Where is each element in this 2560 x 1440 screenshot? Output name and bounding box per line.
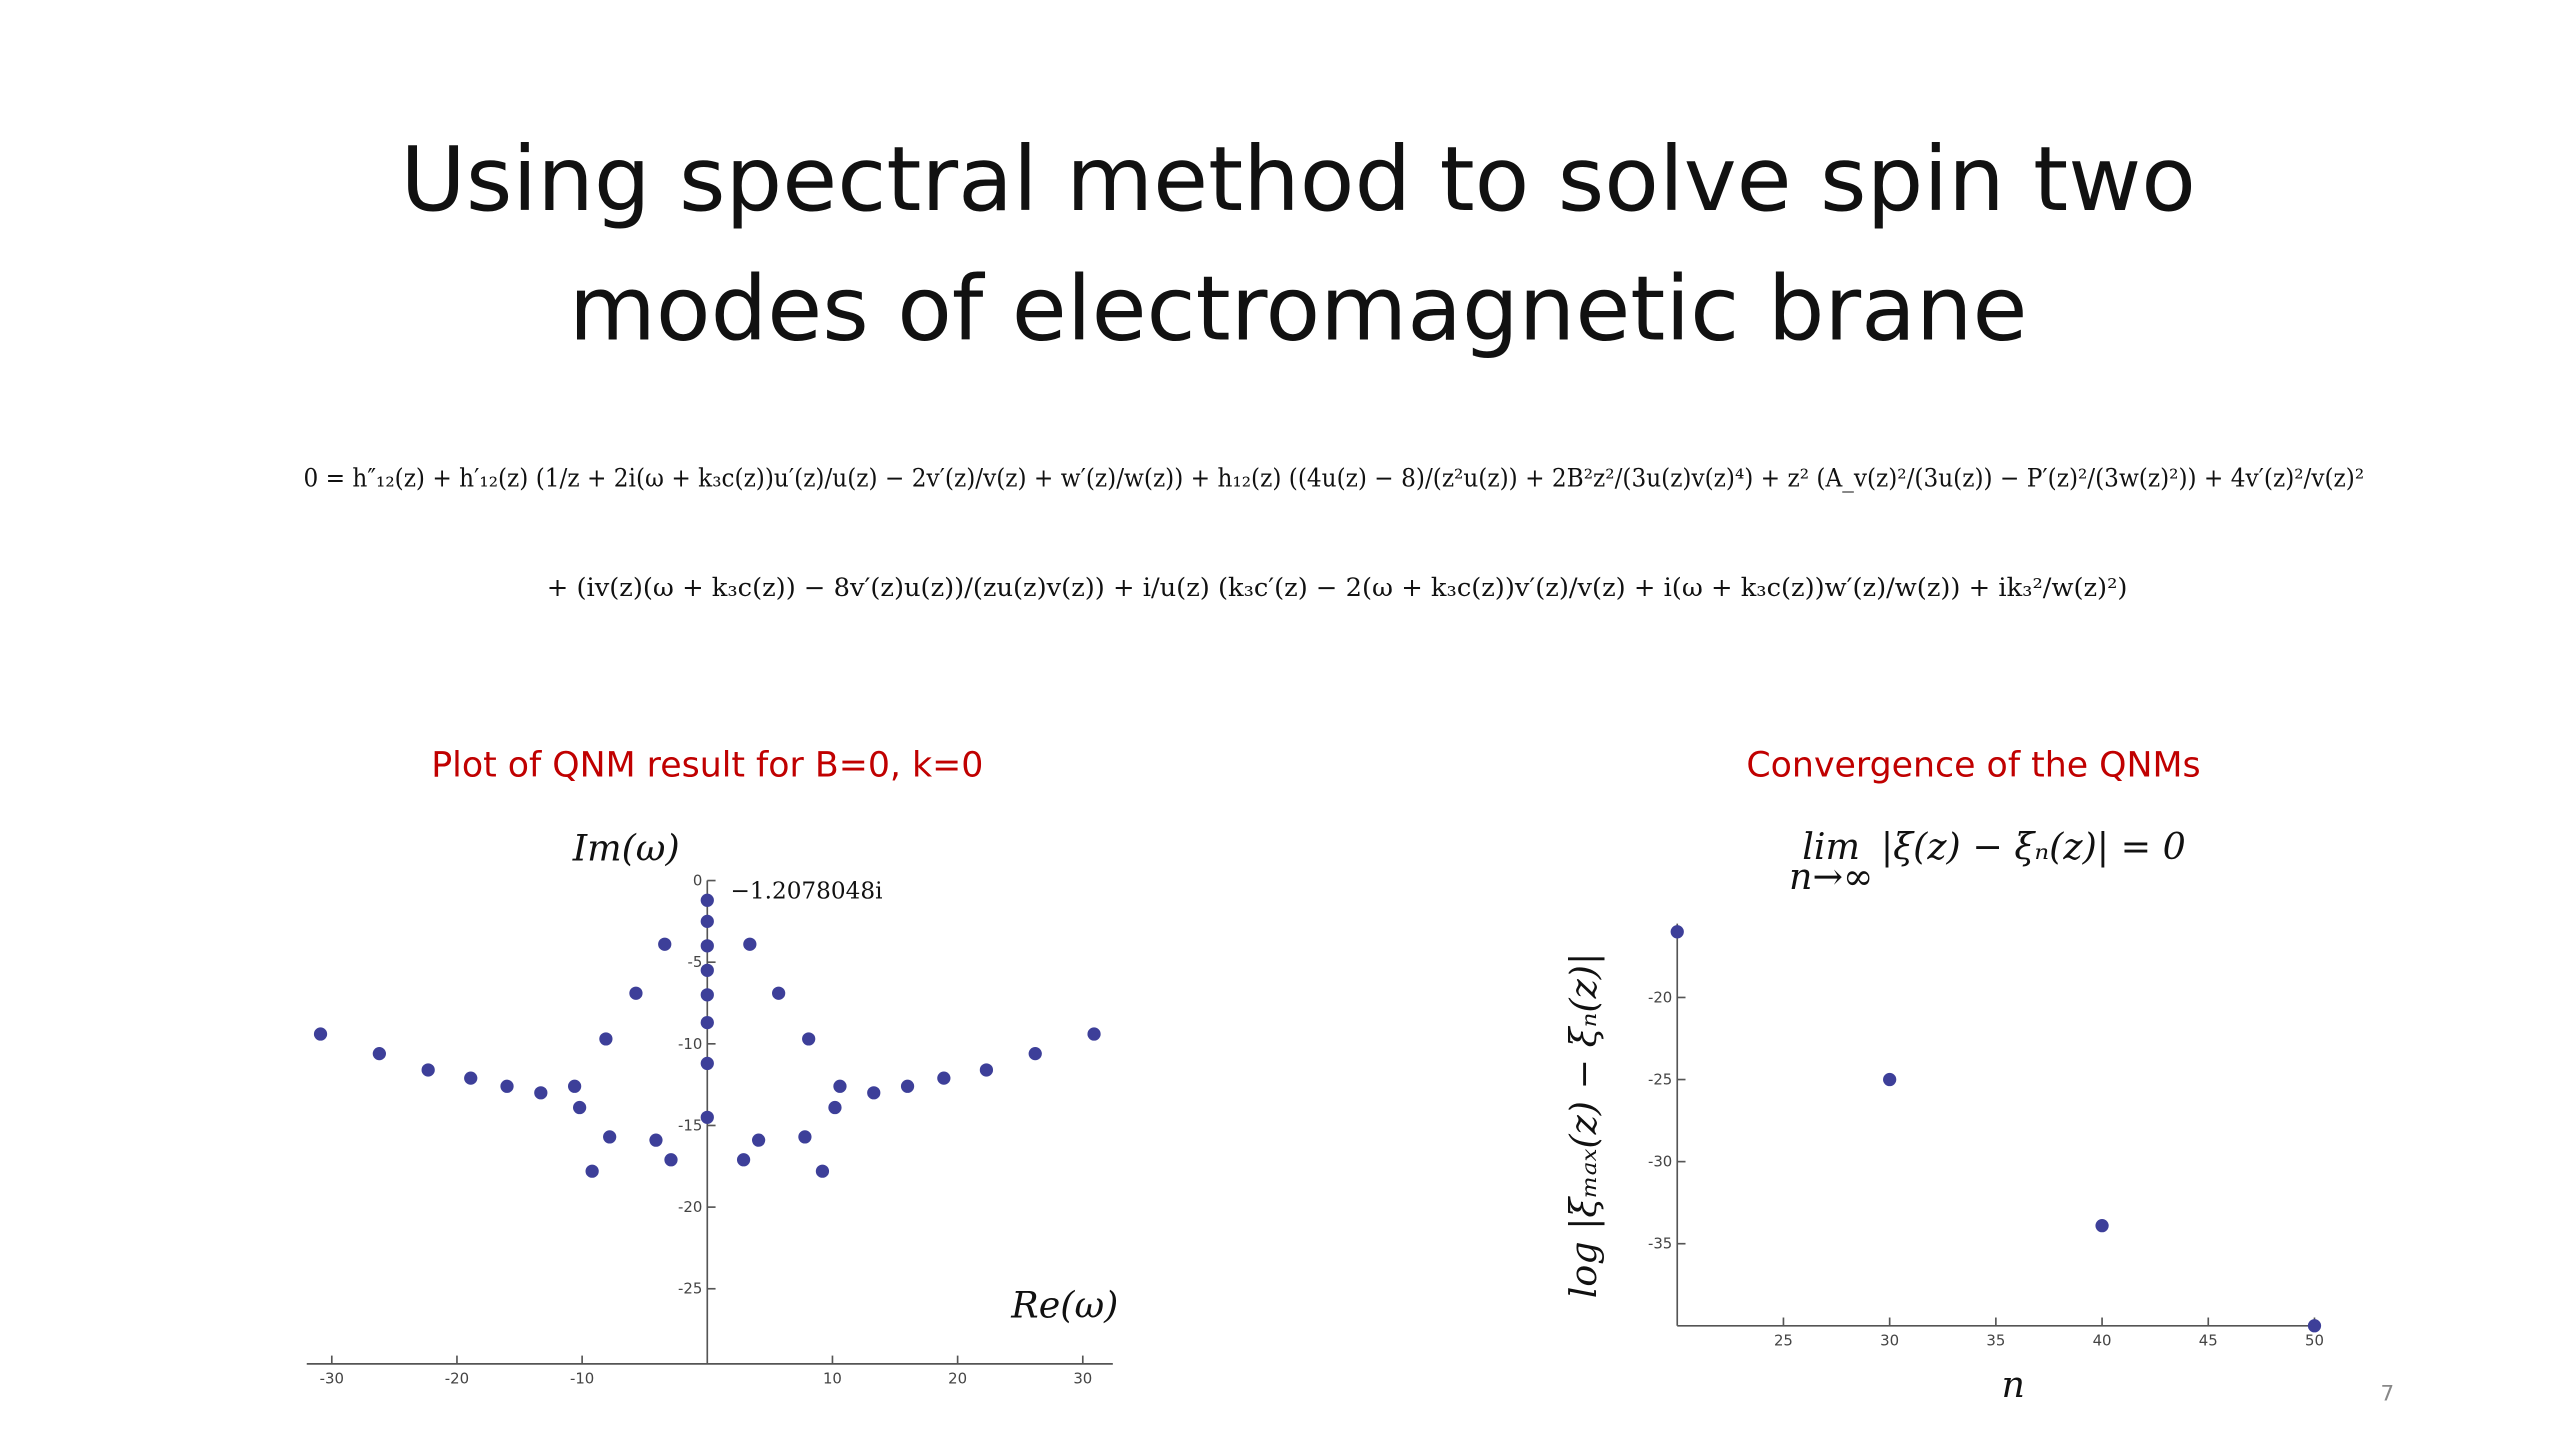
x-tick-label: 30 <box>1880 1332 1899 1350</box>
data-point <box>802 1032 816 1046</box>
formula: lim <box>1802 825 1860 868</box>
data-point <box>1670 925 1684 939</box>
data-point <box>900 1079 915 1093</box>
data-point <box>979 1063 994 1077</box>
data-point <box>736 1153 751 1167</box>
data-point <box>585 1164 599 1178</box>
data-point <box>1028 1047 1042 1061</box>
data-point <box>464 1071 478 1085</box>
x-tick-label: 45 <box>2199 1332 2218 1350</box>
data-point <box>700 963 714 977</box>
x-tick-label: 25 <box>1774 1332 1793 1350</box>
x-tick-label: 20 <box>948 1370 967 1388</box>
data-point <box>772 986 786 1000</box>
data-point <box>629 986 643 1000</box>
data-point <box>534 1086 548 1100</box>
x-axis-label: Re(ω) <box>1010 1284 1118 1327</box>
data-point <box>603 1130 617 1144</box>
y-tick-label: -5 <box>687 953 702 971</box>
y-tick-label: -10 <box>678 1035 702 1053</box>
y-tick-label: -25 <box>678 1280 702 1298</box>
x-tick-label: 30 <box>1073 1370 1092 1388</box>
data-point <box>700 1056 714 1071</box>
x-tick-label: 50 <box>2305 1332 2324 1350</box>
data-point <box>421 1063 435 1077</box>
data-point <box>2095 1219 2109 1233</box>
x-tick-label: -10 <box>570 1370 594 1388</box>
y-tick-label: -25 <box>1648 1071 1672 1089</box>
equation: 0 = h″₁₂(z) + h′₁₂(z) (1/z + 2i(ω + k₃c(… <box>303 464 2364 493</box>
y-tick-label: 0 <box>693 872 702 890</box>
y-tick-label: -35 <box>1648 1235 1672 1253</box>
data-point <box>828 1100 842 1115</box>
data-point <box>700 1015 714 1030</box>
data-point <box>700 914 714 928</box>
data-point <box>599 1032 613 1046</box>
data-point <box>700 988 714 1002</box>
data-point <box>743 937 757 951</box>
data-point <box>798 1130 812 1144</box>
data-point <box>700 893 714 907</box>
slide-title: Using spectral method to solve spin two <box>400 128 2196 232</box>
data-point <box>700 1110 714 1124</box>
data-point <box>372 1047 386 1061</box>
equation: + (iv(z)(ω + k₃c(z)) − 8v′(z)u(z))/(zu(z… <box>547 573 2128 602</box>
data-point <box>937 1071 951 1085</box>
slide-title: modes of electromagnetic brane <box>569 257 2028 361</box>
formula: n→∞ <box>1789 855 1873 898</box>
x-tick-label: -20 <box>445 1370 469 1388</box>
data-point <box>700 939 714 953</box>
chart-title: Plot of QNM result for B=0, k=0 <box>431 745 983 785</box>
y-tick-label: -30 <box>1648 1153 1672 1171</box>
data-point <box>313 1027 328 1041</box>
chart-title: Convergence of the QNMs <box>1746 745 2200 785</box>
y-tick-label: -15 <box>678 1116 702 1134</box>
data-point <box>833 1079 847 1093</box>
y-axis-label: Im(ω) <box>572 827 680 870</box>
x-tick-label: -30 <box>320 1370 344 1388</box>
x-tick-label: 40 <box>2093 1332 2112 1350</box>
y-axis-label: log |ξₘₐₓ(z) − ξₙ(z)| <box>1562 953 1605 1299</box>
y-tick-label: -20 <box>1648 988 1672 1006</box>
data-point <box>1883 1072 1897 1087</box>
data-point <box>867 1086 881 1100</box>
data-point <box>649 1133 663 1147</box>
y-tick-label: -20 <box>678 1198 702 1216</box>
formula: |ξ(z) − ξₙ(z)| = 0 <box>1881 825 2186 868</box>
data-point <box>1087 1027 1101 1041</box>
data-point <box>2307 1319 2322 1333</box>
annotation: −1.2078048i <box>730 878 882 905</box>
data-point <box>567 1079 582 1093</box>
data-point <box>572 1100 587 1115</box>
data-point <box>751 1133 766 1147</box>
data-point <box>815 1164 830 1178</box>
data-point <box>658 937 672 951</box>
data-point <box>500 1079 514 1093</box>
page-number: 7 <box>2380 1381 2394 1406</box>
x-axis-label: n <box>2002 1363 2025 1406</box>
data-point <box>664 1153 678 1167</box>
x-tick-label: 10 <box>823 1370 842 1388</box>
x-tick-label: 35 <box>1986 1332 2005 1350</box>
